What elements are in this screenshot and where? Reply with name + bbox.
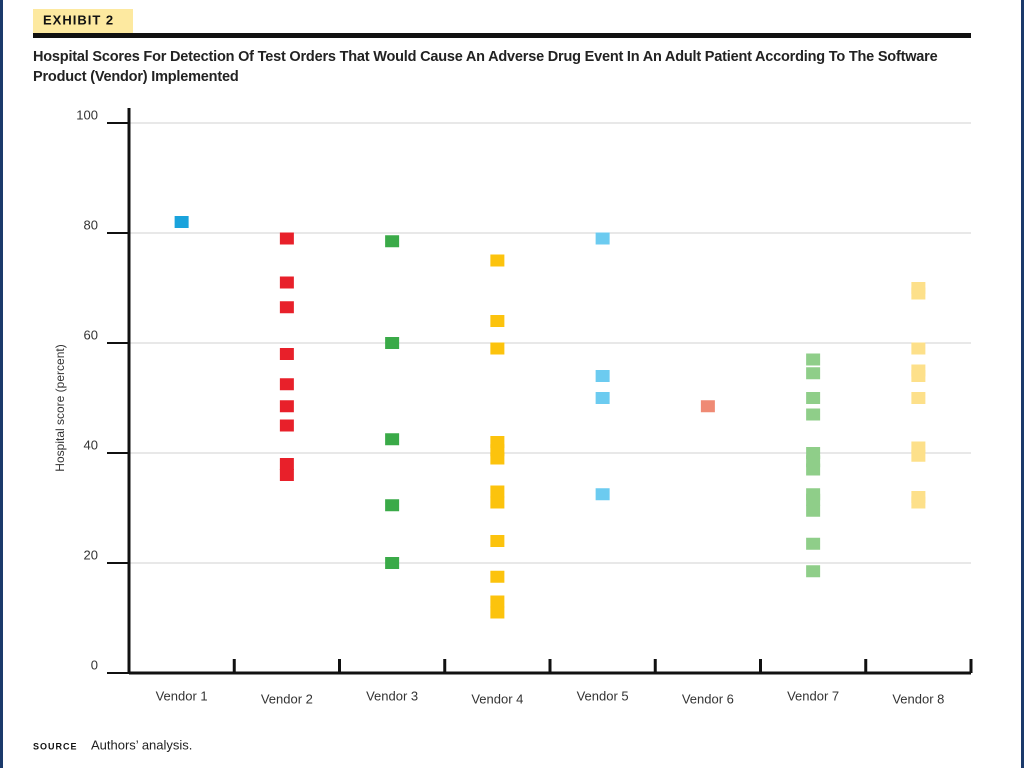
x-tick-label: Vendor 7 <box>787 688 839 703</box>
point <box>595 232 610 245</box>
point <box>385 235 400 248</box>
point <box>279 301 294 314</box>
point <box>806 537 821 550</box>
x-tick-label: Vendor 2 <box>261 691 313 706</box>
point <box>490 254 505 267</box>
x-tick-label: Vendor 4 <box>471 691 523 706</box>
x-tick-label: Vendor 3 <box>366 688 418 703</box>
point <box>385 337 400 349</box>
point <box>806 353 821 366</box>
point <box>806 392 821 404</box>
point <box>700 400 715 413</box>
point <box>490 485 505 498</box>
point <box>911 370 926 382</box>
point <box>911 287 926 300</box>
point <box>279 458 294 470</box>
point <box>385 557 400 569</box>
point <box>174 216 189 228</box>
point <box>595 488 610 501</box>
y-tick-label: 100 <box>76 107 98 122</box>
point <box>806 408 821 421</box>
point <box>911 342 926 355</box>
point <box>911 496 926 509</box>
point <box>490 606 505 619</box>
x-tick-label: Vendor 1 <box>156 688 208 703</box>
x-tick-label: Vendor 5 <box>577 688 629 703</box>
y-tick-label: 20 <box>84 547 98 562</box>
chart-title: Hospital Scores For Detection Of Test Or… <box>33 49 938 85</box>
header-rule <box>33 33 971 38</box>
point <box>279 469 294 481</box>
point <box>279 348 294 360</box>
point <box>279 419 294 432</box>
point <box>279 400 294 413</box>
point <box>490 452 505 465</box>
point <box>806 367 821 380</box>
point <box>806 565 821 578</box>
point <box>911 449 926 462</box>
point <box>490 570 505 583</box>
x-tick-label: Vendor 6 <box>682 691 734 706</box>
point <box>279 276 294 289</box>
point <box>490 595 505 608</box>
exhibit-label: EXHIBIT 2 <box>43 12 114 27</box>
x-tick-label: Vendor 8 <box>892 691 944 706</box>
y-tick-label: 0 <box>91 657 98 672</box>
point <box>490 315 505 327</box>
point <box>595 392 610 404</box>
chart: EXHIBIT 2 Hospital score (percent) SOURC… <box>33 9 973 752</box>
point <box>806 463 821 476</box>
y-axis-label: Hospital score (percent) <box>53 344 67 471</box>
y-tick-label: 60 <box>84 327 98 342</box>
point <box>595 370 610 382</box>
y-tick-label: 40 <box>84 437 98 452</box>
point <box>490 535 505 547</box>
source-label: SOURCE <box>33 741 78 751</box>
exhibit-box <box>33 9 133 33</box>
point <box>385 433 400 446</box>
point <box>806 504 821 517</box>
point <box>911 392 926 404</box>
y-tick-label: 80 <box>84 217 98 232</box>
point <box>490 342 505 355</box>
point <box>806 493 821 506</box>
point <box>279 232 294 245</box>
point <box>279 378 294 391</box>
point <box>490 496 505 509</box>
source-text: Authors’ analysis. <box>91 737 192 752</box>
point <box>385 499 400 512</box>
